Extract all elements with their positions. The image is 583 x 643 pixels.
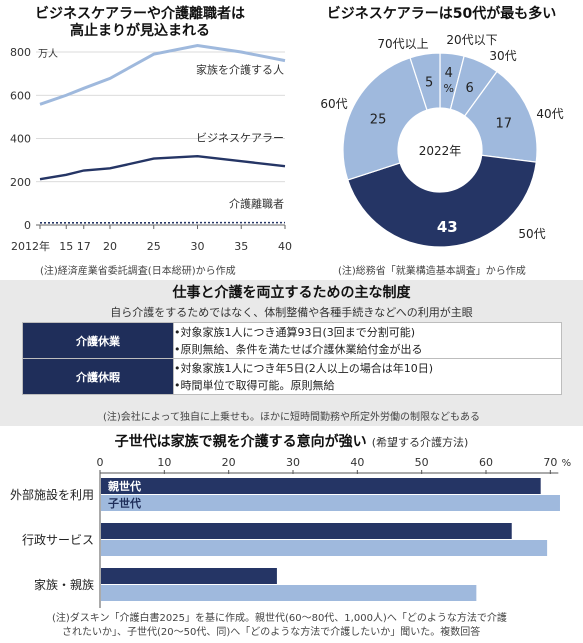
slice-category-label: 60代	[320, 97, 347, 111]
system-row-name: 介護休業	[22, 322, 174, 359]
series-label-family: 家族を介護する人	[196, 63, 284, 77]
legend-label-parent: 親世代	[108, 479, 141, 493]
slice-value-label: 25	[370, 112, 387, 127]
line-chart-title-line1: ビジネスケアラーや介護離職者は	[35, 6, 245, 22]
y-tick-label: 600	[10, 89, 31, 102]
x-tick-label: 60	[479, 456, 493, 469]
bar-chart-note: (注)ダスキン「介護白書2025」を基に作成。親世代(60〜80代、1,000人…	[52, 612, 507, 640]
line-series-2	[39, 155, 286, 181]
slice-category-label: 70代以上	[377, 37, 428, 51]
system-note: (注)会社によって独自に上乗せも。ほかに短時間勤務や所定外労働の制限などもある	[102, 412, 480, 423]
system-subtitle: 自ら介護をするためではなく、体制整備や各種手続きなどへの利用が主眼	[110, 306, 473, 319]
bar	[101, 523, 512, 539]
slice-value-label: 43	[437, 218, 458, 236]
line-series-1	[39, 43, 286, 106]
bar-chart-heading: 子世代は家族で親を介護する意向が強い (希望する介護方法)	[0, 431, 583, 451]
y-tick-label: 400	[10, 133, 31, 146]
x-tick-label: 40	[278, 240, 292, 253]
x-tick-label: 17	[77, 240, 91, 253]
slice-category-label: 50代	[518, 227, 545, 241]
bar	[101, 585, 477, 601]
donut-slice	[346, 154, 537, 248]
slice-value-label: 17	[496, 116, 513, 131]
donut-center-label: 2022年	[419, 144, 462, 158]
bar-chart-note-line: されたいか」、子世代(20〜50代、同)へ「どのような方法で介護したいか」聞いた…	[62, 627, 481, 638]
y-tick-label: 0	[24, 219, 31, 232]
bar-chart-subtitle: (希望する介護方法)	[371, 436, 469, 449]
x-unit-label: %	[562, 458, 572, 469]
donut-chart-note: (注)総務省「就業構造基本調査」から作成	[338, 266, 526, 277]
donut-chart-title: ビジネスケアラーは50代が最も多い	[326, 6, 557, 22]
system-row-item: •対象家族1人につき通算93日(3回まで分割可能)	[174, 325, 416, 339]
slice-value-label: 5	[425, 75, 433, 90]
series-label-business: ビジネスケアラー	[196, 132, 284, 145]
x-tick-label: 70	[543, 456, 557, 469]
system-row: 介護休暇 •対象家族1人につき年5日(2人以上の場合は年10日) •時間単位で取…	[22, 358, 562, 395]
system-row-item: •対象家族1人につき年5日(2人以上の場合は年10日)	[174, 361, 434, 375]
system-table: 介護休業 •対象家族1人につき通算93日(3回まで分割可能) •原則無給、条件を…	[22, 322, 562, 395]
slice-value-label: 6	[465, 81, 473, 96]
slice-category-label: 20代以下	[446, 33, 497, 47]
x-tick-label: 40	[350, 456, 364, 469]
category-label: 家族・親族	[34, 577, 94, 592]
bar	[101, 540, 548, 556]
system-row-body: •対象家族1人につき年5日(2人以上の場合は年10日) •時間単位で取得可能。原…	[173, 358, 562, 395]
bar	[101, 568, 277, 584]
system-row-body: •対象家族1人につき通算93日(3回まで分割可能) •原則無給、条件を満たせば介…	[173, 322, 562, 359]
y-unit-label: 万人	[38, 48, 58, 60]
system-row-name: 介護休暇	[22, 358, 174, 395]
slice-value-label: 4	[445, 66, 453, 81]
system-row: 介護休業 •対象家族1人につき通算93日(3回まで分割可能) •原則無給、条件を…	[22, 322, 562, 359]
bar	[101, 478, 541, 494]
x-tick-label: 10	[157, 456, 171, 469]
x-tick-label: 50	[415, 456, 429, 469]
slice-percent-unit: %	[443, 82, 453, 95]
line-chart-title-line2: 高止まりが見込まれる	[70, 23, 210, 39]
line-chart-note: (注)経済産業省委託調査(日本総研)から作成	[40, 266, 236, 277]
x-tick-label: 0	[97, 456, 104, 469]
system-row-item: •原則無給、条件を満たせば介護休業給付金が出る	[174, 342, 423, 356]
x-tick-label: 25	[147, 240, 161, 253]
x-tick-label: 35	[234, 240, 248, 253]
x-tick-label: 2012年	[11, 239, 50, 253]
category-label: 行政サービス	[22, 533, 94, 547]
x-tick-label: 30	[191, 240, 205, 253]
category-label: 外部施設を利用	[10, 487, 94, 502]
donut-slice	[342, 56, 428, 181]
bar-chart-note-line: (注)ダスキン「介護白書2025」を基に作成。親世代(60〜80代、1,000人…	[52, 613, 507, 624]
x-tick-label: 15	[59, 240, 73, 253]
y-tick-label: 800	[10, 46, 31, 59]
line-chart-title: ビジネスケアラーや介護離職者は 高止まりが見込まれる	[0, 6, 280, 40]
system-row-item: •時間単位で取得可能。原則無給	[174, 378, 335, 392]
series-label-resign: 介護離職者	[229, 197, 284, 211]
slice-category-label: 30代	[489, 49, 516, 63]
donut-chart: 4% 6 17 43 25 5 20代以下 30代 40代 50代 60代 70代以上 2022年	[320, 33, 564, 248]
system-title: 仕事と介護を両立するための主な制度	[172, 285, 411, 301]
bar-chart-title: 子世代は家族で親を介護する意向が強い	[114, 434, 367, 450]
x-tick-label: 30	[286, 456, 300, 469]
legend-label-child: 子世代	[108, 496, 141, 510]
x-tick-label: 20	[222, 456, 236, 469]
line-chart: 0 200 400 600 800 万人 2012年 15 17 20 25 30 35 40 家族を介護す…	[10, 43, 292, 253]
x-tick-label: 20	[103, 240, 117, 253]
y-tick-label: 200	[10, 176, 31, 189]
donut-slice	[409, 52, 441, 111]
bar	[101, 495, 560, 511]
slice-category-label: 40代	[536, 107, 563, 121]
